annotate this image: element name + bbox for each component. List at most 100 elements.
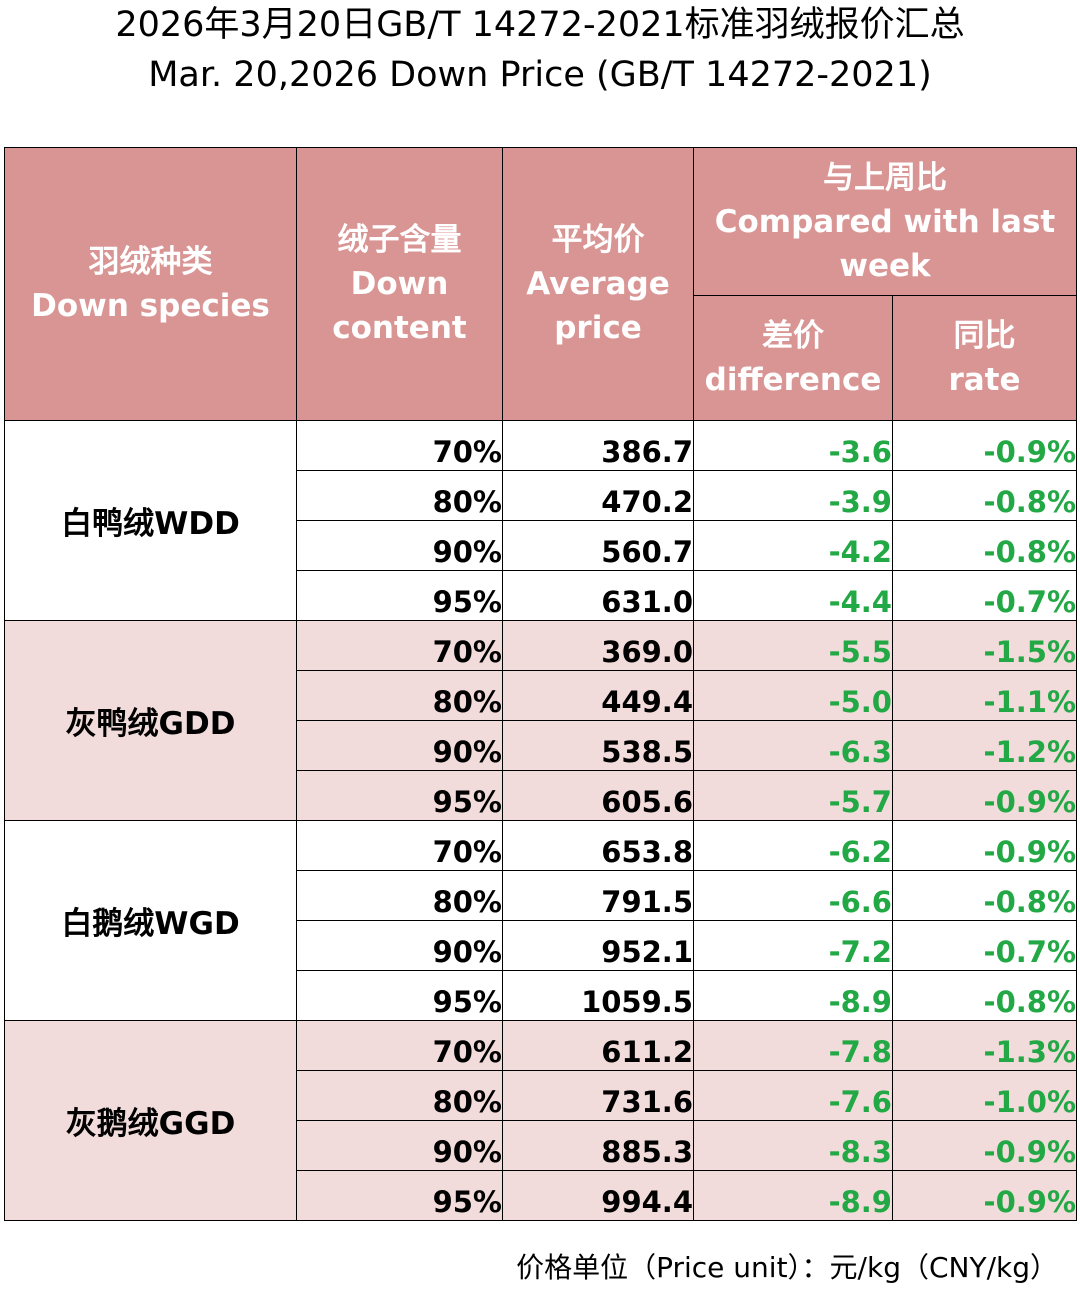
difference-cell: -7.2	[693, 920, 893, 971]
species-cell: 灰鸭绒GDD	[4, 620, 297, 821]
header-down-content: 绒子含量 Down content	[296, 147, 503, 421]
header-rate: 同比 rate	[892, 295, 1077, 421]
rate-cell: -0.8%	[892, 970, 1077, 1021]
down-content-cell: 90%	[296, 920, 503, 971]
average-price-cell: 653.8	[502, 820, 694, 871]
table-row: 80% 791.5 -6.6 -0.8%	[5, 870, 1077, 921]
rate-cell: -0.7%	[892, 920, 1077, 971]
header-difference: 差价 difference	[693, 295, 893, 421]
average-price-cell: 731.6	[502, 1070, 694, 1121]
difference-cell: -6.6	[693, 870, 893, 921]
header-price-en-1: Average	[526, 266, 670, 302]
header-diff-en: difference	[704, 362, 882, 398]
rate-cell: -1.5%	[892, 620, 1077, 671]
header-compared-last-week: 与上周比 Compared with last week	[693, 147, 1077, 296]
average-price-cell: 611.2	[502, 1020, 694, 1071]
down-content-cell: 95%	[296, 570, 503, 621]
header-content-en-1: Down	[350, 266, 449, 302]
header-content-cn: 绒子含量	[337, 222, 462, 258]
down-price-table: 羽绒种类 Down species 绒子含量 Down content 平均价 …	[4, 147, 1077, 1221]
table-row: 80% 470.2 -3.9 -0.8%	[5, 470, 1077, 521]
difference-cell: -4.2	[693, 520, 893, 571]
average-price-cell: 952.1	[502, 920, 694, 971]
average-price-cell: 560.7	[502, 520, 694, 571]
average-price-cell: 791.5	[502, 870, 694, 921]
rate-cell: -0.9%	[892, 770, 1077, 821]
header-price-en-2: price	[554, 310, 642, 346]
header-diff-cn: 差价	[762, 318, 824, 354]
difference-cell: -4.4	[693, 570, 893, 621]
difference-cell: -8.9	[693, 970, 893, 1021]
difference-cell: -3.9	[693, 470, 893, 521]
table-row: 90% 538.5 -6.3 -1.2%	[5, 720, 1077, 771]
rate-cell: -0.8%	[892, 470, 1077, 521]
down-content-cell: 70%	[296, 1020, 503, 1071]
down-content-cell: 80%	[296, 1070, 503, 1121]
rate-cell: -1.2%	[892, 720, 1077, 771]
rate-cell: -0.7%	[892, 570, 1077, 621]
table-row: 90% 952.1 -7.2 -0.7%	[5, 920, 1077, 971]
header-content-en-2: content	[332, 310, 467, 346]
rate-cell: -1.1%	[892, 670, 1077, 721]
down-content-cell: 70%	[296, 620, 503, 671]
down-content-cell: 90%	[296, 520, 503, 571]
species-cell: 灰鹅绒GGD	[4, 1020, 297, 1221]
table-row: 90% 560.7 -4.2 -0.8%	[5, 520, 1077, 571]
difference-cell: -3.6	[693, 420, 893, 471]
down-content-cell: 95%	[296, 1170, 503, 1221]
down-content-cell: 95%	[296, 970, 503, 1021]
rate-cell: -0.9%	[892, 1120, 1077, 1171]
difference-cell: -7.6	[693, 1070, 893, 1121]
table-row: 灰鹅绒GGD 70% 611.2 -7.8 -1.3%	[4, 1020, 1077, 1221]
price-unit-note: 价格单位（Price unit）：元/kg（CNY/kg）	[516, 1251, 1058, 1284]
header-rate-cn: 同比	[953, 318, 1016, 354]
header-rate-en: rate	[948, 362, 1021, 398]
rate-cell: -0.8%	[892, 520, 1077, 571]
difference-cell: -7.8	[693, 1020, 893, 1071]
down-content-cell: 90%	[296, 1120, 503, 1171]
down-content-cell: 90%	[296, 720, 503, 771]
down-content-cell: 80%	[296, 870, 503, 921]
table-row: 白鹅绒WGD 70% 653.8 -6.2 -0.9%	[4, 820, 1077, 1021]
difference-cell: -5.5	[693, 620, 893, 671]
down-content-cell: 80%	[296, 670, 503, 721]
average-price-cell: 386.7	[502, 420, 694, 471]
average-price-cell: 538.5	[502, 720, 694, 771]
species-cell: 白鹅绒WGD	[4, 820, 297, 1021]
header-down-species: 羽绒种类 Down species	[4, 147, 297, 421]
difference-cell: -5.7	[693, 770, 893, 821]
header-average-price: 平均价 Average price	[502, 147, 694, 421]
page-title-cn: 2026年3月20日GB/T 14272-2021标准羽绒报价汇总	[115, 5, 965, 45]
header-compare-en-1: Compared with last	[714, 203, 1056, 240]
table-row: 80% 731.6 -7.6 -1.0%	[5, 1070, 1077, 1121]
average-price-cell: 885.3	[502, 1120, 694, 1171]
table-row: 白鸭绒WDD 70% 386.7 -3.6 -0.9%	[4, 420, 1077, 621]
header-compare-cn: 与上周比	[823, 159, 947, 196]
rate-cell: -0.9%	[892, 420, 1077, 471]
average-price-cell: 994.4	[502, 1170, 694, 1221]
difference-cell: -8.3	[693, 1120, 893, 1171]
rate-cell: -1.0%	[892, 1070, 1077, 1121]
down-content-cell: 70%	[296, 820, 503, 871]
header-species-cn: 羽绒种类	[88, 244, 213, 280]
down-content-cell: 70%	[296, 420, 503, 471]
page-title-en: Mar. 20,2026 Down Price (GB/T 14272-2021…	[148, 55, 932, 95]
header-compare-en-2: week	[839, 247, 931, 284]
table-row: 95% 631.0 -4.4 -0.7%	[5, 570, 1077, 621]
average-price-cell: 605.6	[502, 770, 694, 821]
average-price-cell: 449.4	[502, 670, 694, 721]
table-row: 95% 605.6 -5.7 -0.9%	[5, 770, 1077, 821]
rate-cell: -0.9%	[892, 820, 1077, 871]
rate-cell: -1.3%	[892, 1020, 1077, 1071]
average-price-cell: 470.2	[502, 470, 694, 521]
difference-cell: -6.3	[693, 720, 893, 771]
table-row: 90% 885.3 -8.3 -0.9%	[5, 1120, 1077, 1171]
rate-cell: -0.8%	[892, 870, 1077, 921]
header-price-cn: 平均价	[551, 222, 645, 258]
down-content-cell: 95%	[296, 770, 503, 821]
header-species-en: Down species	[31, 288, 270, 324]
difference-cell: -6.2	[693, 820, 893, 871]
average-price-cell: 1059.5	[502, 970, 694, 1021]
species-cell: 白鸭绒WDD	[4, 420, 297, 621]
table-row: 95% 994.4 -8.9 -0.9%	[5, 1170, 1077, 1221]
